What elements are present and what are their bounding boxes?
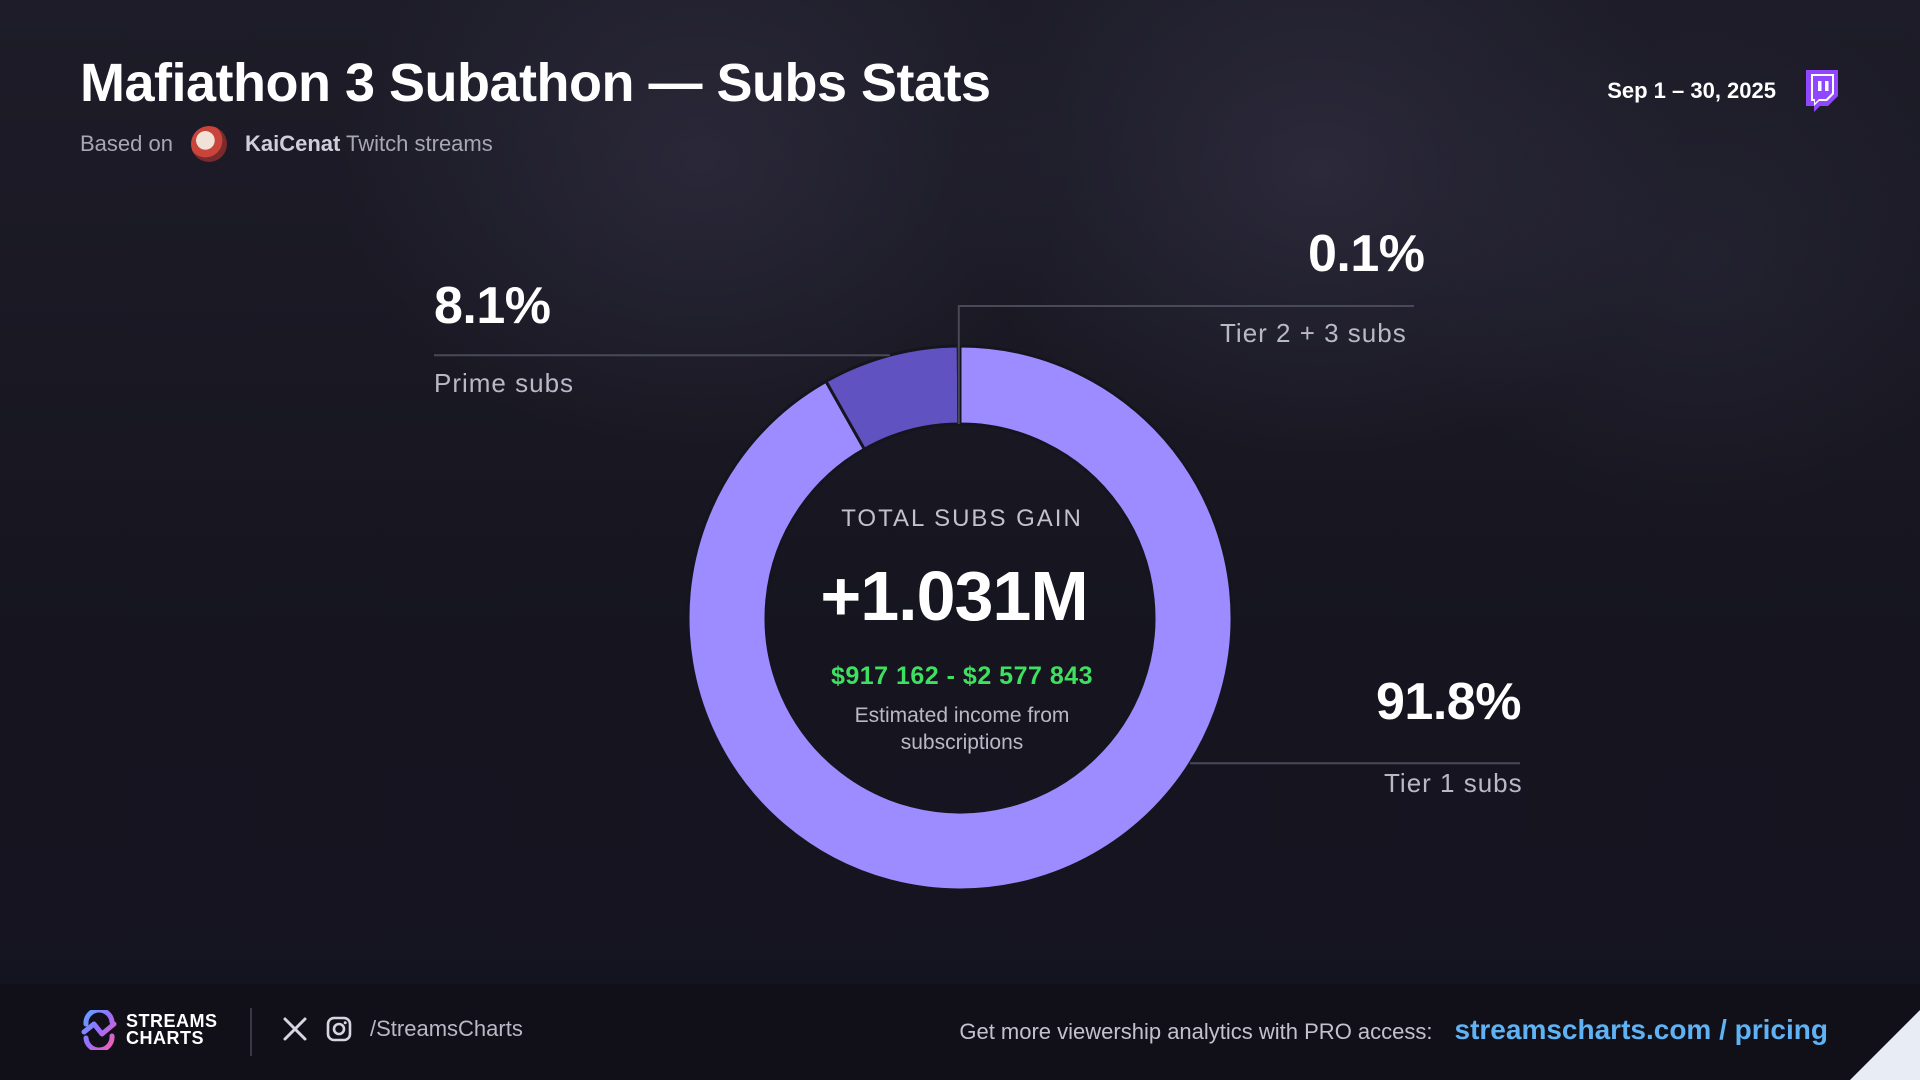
tier23-leader-line	[957, 305, 1414, 425]
promo: Get more viewership analytics with PRO a…	[959, 1014, 1828, 1046]
streamer-avatar	[190, 126, 227, 162]
tier23-label: Tier 2 + 3 subs	[1220, 318, 1407, 348]
corner-accent	[1850, 1010, 1920, 1080]
footer-divider	[250, 1008, 252, 1056]
total-subs-value: +1.031M	[820, 557, 1088, 635]
brand-line-2: CHARTS	[126, 1028, 204, 1048]
estimated-income-note: Estimated income from subscriptions	[854, 704, 1070, 754]
date-range: Sep 1 – 30, 2025	[1607, 78, 1776, 103]
social-handle[interactable]: /StreamsCharts	[370, 1016, 523, 1041]
page-title: Mafiathon 3 Subathon — Subs Stats	[80, 53, 991, 113]
subtitle: Based on KaiCenat Twitch streams	[80, 126, 493, 162]
streams-suffix: Twitch streams	[346, 131, 493, 156]
promo-text: Get more viewership analytics with PRO a…	[959, 1019, 1433, 1044]
based-on-label: Based on	[80, 131, 173, 156]
twitch-icon	[1806, 70, 1838, 112]
footer: STREAMS CHARTS /StreamsCharts Get more v…	[0, 984, 1920, 1080]
estimated-income: $917 162 - $2 577 843	[830, 662, 1094, 690]
tier23-percent: 0.1%	[1308, 225, 1425, 283]
pricing-link[interactable]: streamscharts.com / pricing	[1454, 1014, 1828, 1045]
x-icon[interactable]	[282, 1016, 308, 1042]
prime-label: Prime subs	[434, 368, 575, 398]
streams-charts-icon	[81, 1010, 117, 1050]
total-subs-title: TOTAL SUBS GAIN	[841, 505, 1083, 532]
tier1-percent: 91.8%	[1376, 673, 1521, 731]
tier1-label: Tier 1 subs	[1384, 768, 1523, 798]
social-links: /StreamsCharts	[282, 1016, 523, 1042]
instagram-icon[interactable]	[326, 1016, 352, 1042]
tier1-slice	[686, 344, 1234, 892]
brand-line-1: STREAMS	[126, 1011, 218, 1031]
streams-charts-logo[interactable]: STREAMS CHARTS	[80, 1010, 218, 1050]
prime-percent: 8.1%	[434, 277, 551, 335]
streamer-name: KaiCenat	[244, 131, 341, 156]
